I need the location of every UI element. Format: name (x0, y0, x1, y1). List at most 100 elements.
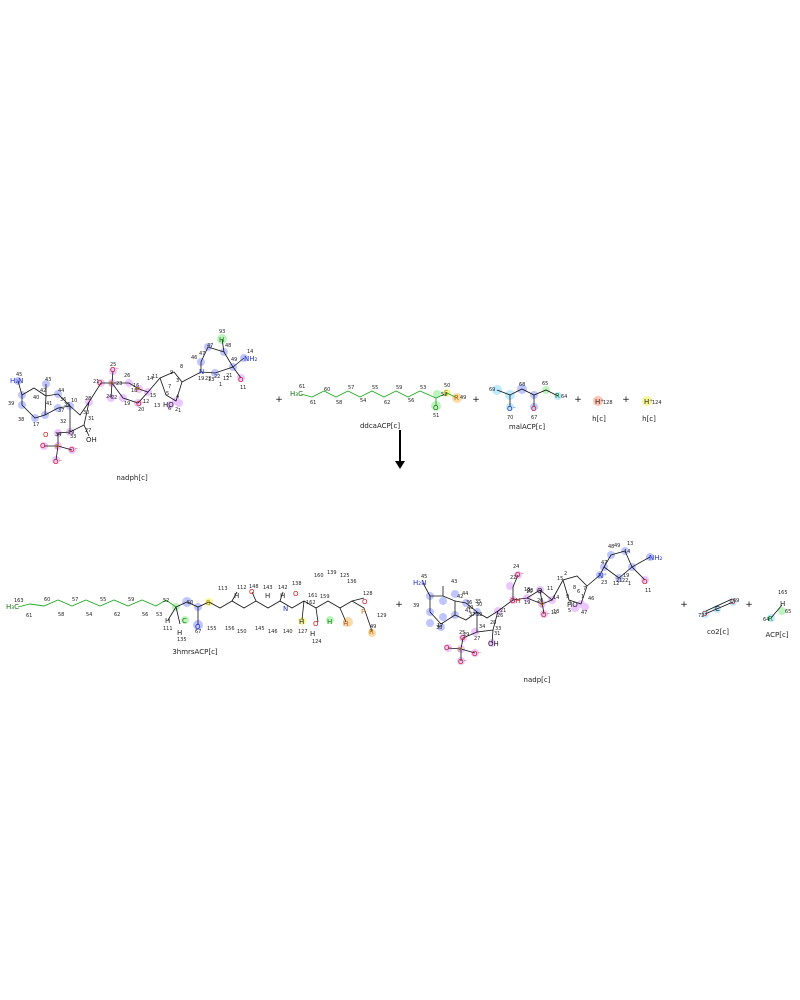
ddcaACP-atom-number: 54 (360, 398, 366, 404)
hmrs-atom-number: 59 (128, 597, 134, 603)
nadp-atom-number: 45 (421, 574, 427, 580)
nadph-atom-number: 41 (46, 401, 52, 407)
nadp-atom-number: 48 (608, 544, 614, 550)
nadph-atom-number: 46 (191, 355, 197, 361)
nadph-atom-number: 19 (198, 376, 204, 382)
nadp-atom-number: 15 (557, 576, 563, 582)
nadp-atom-number: 29 (463, 632, 469, 638)
nadph-o4: O⁻ (53, 458, 63, 466)
3hmrsACP-p: P (361, 608, 365, 616)
nadp-atom-number: 12 (613, 581, 619, 587)
3hmrsACP-h4: H (265, 592, 270, 600)
nadp-symbols: H₂N OH O O P O⁻ O⁻ O⁻ OH O P O⁻ HO N⁺ NH… (413, 554, 663, 666)
nadp-atom-number: 20 (537, 598, 543, 604)
nadph-atom-number: 48 (225, 343, 231, 349)
nadp-atom-number: 38 (436, 625, 442, 631)
hmrs-atom-number: 62 (114, 612, 120, 618)
nadph-atom-number: 11 (152, 374, 158, 380)
nadp-atom-number: 28 (490, 620, 496, 626)
hmrs-atom-number: 156 (225, 626, 235, 632)
nadp-atom-numbers: 4543424439381741403637353032333431252729… (413, 541, 651, 642)
nadp-atom-number: 9 (566, 594, 569, 600)
hmrs-atom-number: 162 (306, 600, 316, 606)
hmrs-atom-number: 52 (163, 598, 169, 604)
hmrs-atom-number: 58 (58, 612, 64, 618)
nadph-atom-number: 19 (124, 401, 130, 407)
nadph-atom-number: 12 (143, 399, 149, 405)
ddcaACP-atom-number: 59 (396, 385, 402, 391)
hmrs-atom-number: 129 (377, 613, 387, 619)
hmrs-atom-number: 136 (347, 579, 357, 585)
nadph-nh2: NH₂ (244, 355, 258, 363)
nadp-o8: O (642, 578, 648, 586)
nadph-oh: OH (86, 436, 97, 444)
hmrs-atom-number: 54 (86, 612, 92, 618)
nadp-atom-number: 16 (526, 589, 532, 595)
nadph-p2: P (109, 380, 113, 388)
nadph-atom-number: 30 (83, 410, 89, 416)
nadph-atom-number: 12 (223, 376, 229, 382)
nadph-bonds (17, 338, 245, 461)
nadp-atom-number: 4 (568, 600, 571, 606)
nadp-atom-number: 47 (601, 560, 607, 566)
ddcaACP-molecule: H₃C O S R 61 61 60 58 57 55 54 62 59 56 53 52 50 51 49 (290, 383, 466, 419)
nadp-atom-number: 40 (467, 605, 473, 611)
nadph-o6: O (97, 379, 103, 387)
malACP-atom-number: 64 (561, 394, 567, 400)
nadph-p1: P (55, 443, 59, 451)
nadph-atom-number: 16 (133, 383, 139, 389)
malACP-highlights (492, 384, 562, 411)
malACP-r: R (555, 392, 560, 400)
nadph-atom-number: 23 (205, 376, 211, 382)
h1-label: h[c] (592, 415, 606, 423)
h1-symbol: H⁺ (595, 398, 604, 406)
nadp-atom-number: 23 (601, 580, 607, 586)
nadp-atom-number: 25 (459, 630, 465, 636)
3hmrsACP-h2: H (177, 629, 182, 637)
nadp-atom-number: 5 (568, 608, 571, 614)
nadph-highlights (14, 334, 248, 464)
nadph-atom-number: 34 (55, 432, 61, 438)
ddcaACP-s: S (444, 389, 449, 397)
nadp-atom-number: 17 (437, 623, 443, 629)
nadp-atom-number: 18 (524, 587, 530, 593)
h2-label: h[c] (642, 415, 656, 423)
nadp-atom-number: 32 (476, 612, 482, 618)
ddcaACP-atom-number: 49 (460, 395, 466, 401)
nadph-atom-number: 14 (247, 349, 253, 355)
nadph-atom-number: 33 (70, 434, 76, 440)
nadph-atom-number: 47 (207, 343, 213, 349)
hmrs-atom-number: 140 (283, 629, 293, 635)
hmrs-atom-number: 139 (327, 570, 337, 576)
nadp-atom-number: 23 (527, 588, 533, 594)
hmrs-atom-number: 159 (320, 594, 330, 600)
malACP-atom-number: 70 (507, 415, 513, 421)
nadp-atom-number: 21 (616, 578, 622, 584)
nadp-atom-number: 41 (465, 608, 471, 614)
nadph-atom-number: 45 (16, 372, 22, 378)
nadph-atom-number: 9 (170, 370, 173, 376)
hmrs-atom-number: 67 (195, 629, 201, 635)
nadph-atom-number: 7 (168, 384, 171, 390)
reaction-arrow (395, 430, 405, 469)
ddcaACP-atom-number: 53 (420, 385, 426, 391)
3hmrsACP-o5: O (362, 598, 368, 606)
nadp-atom-number: 27 (474, 636, 480, 642)
hmrs-atom-number: 125 (340, 573, 350, 579)
plus-sign-6: + (680, 600, 688, 610)
ddcaACP-h3c: H₃C (290, 390, 303, 398)
nadph-atom-number: 22 (111, 395, 117, 401)
3hmrsACP-c: C (182, 617, 187, 625)
nadp-o7: O⁻ (541, 611, 551, 619)
nadph-atom-number: 4 (176, 394, 179, 400)
nadph-atom-number: 21 (93, 379, 99, 385)
nadp-atom-number: 7 (583, 586, 586, 592)
3hmrsACP-label: 3hmrsACP[c] (172, 648, 218, 656)
ddcaACP-atom-number: 55 (372, 385, 378, 391)
hmrs-atom-number: 161 (308, 593, 318, 599)
nadph-atom-number: 29 (68, 430, 74, 436)
nadp-o3: O⁻ (472, 650, 482, 658)
h2-symbol: H⁺ (644, 398, 653, 406)
co2-atom-number-1: 72 (698, 613, 704, 619)
hmrs-atom-number: 148 (249, 584, 259, 590)
